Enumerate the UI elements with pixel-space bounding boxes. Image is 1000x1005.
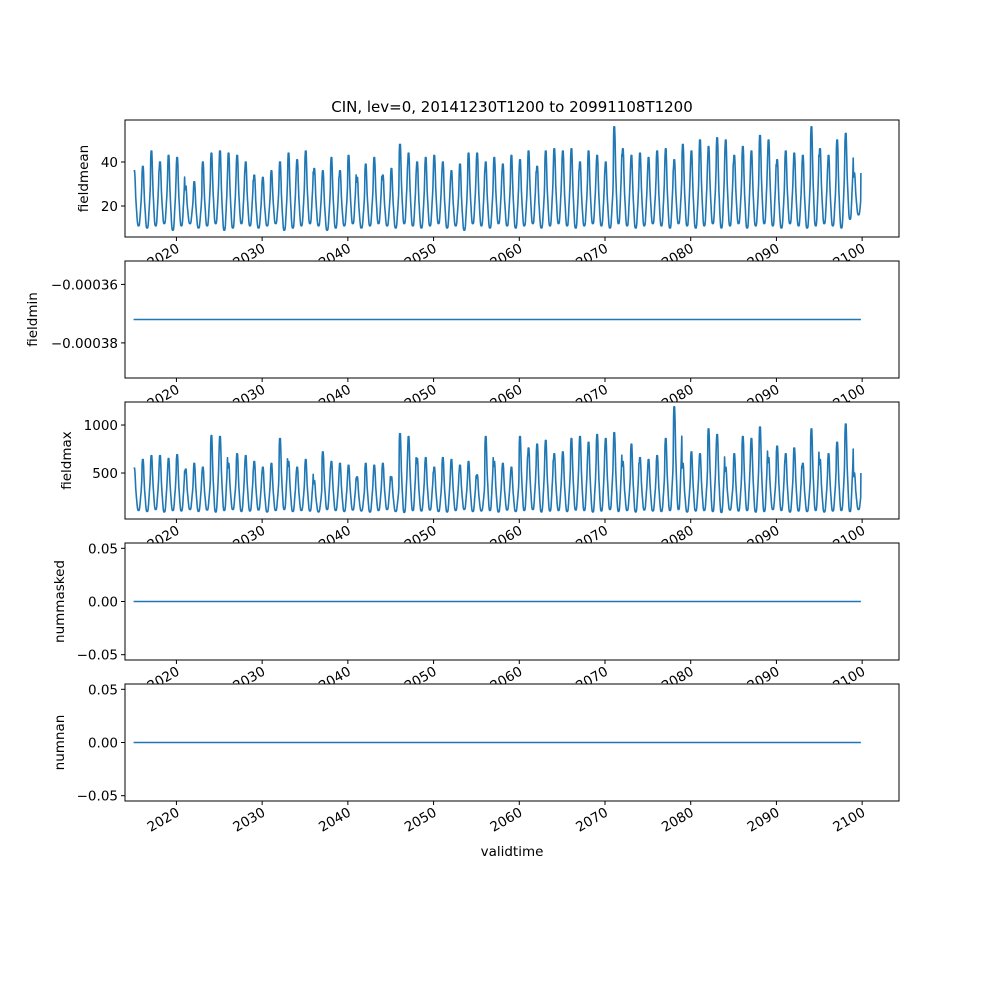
y-tick-label: 1000 xyxy=(84,418,118,434)
x-tick-label: 2040 xyxy=(316,805,354,836)
x-tick-label: 2050 xyxy=(402,805,440,836)
y-tick-label: 0.05 xyxy=(88,682,118,698)
y-axis-label: nummasked xyxy=(52,560,68,643)
y-tick-label: −0.00036 xyxy=(51,277,118,293)
x-axis-label: validtime xyxy=(481,844,544,860)
subplot-numnan: 0.05 0.00 −0.05 numnan 2020 2030 2040 2050 2060 2… xyxy=(52,682,900,836)
y-tick-label: −0.05 xyxy=(77,648,118,664)
y-tick-label: −0.00038 xyxy=(51,336,118,352)
y-tick-label: 0.00 xyxy=(88,595,118,611)
y-tick-label: 40 xyxy=(101,155,118,171)
y-tick-label: 500 xyxy=(92,466,118,482)
x-tick-label: 2100 xyxy=(830,805,868,836)
axes-background xyxy=(125,402,899,519)
y-axis-label: fieldmax xyxy=(59,431,75,490)
y-tick-label: 20 xyxy=(101,199,118,215)
y-tick-label: 0.00 xyxy=(88,736,118,752)
series-line-fieldmean xyxy=(133,126,862,231)
x-tick-label: 2060 xyxy=(488,805,526,836)
y-axis-label: fieldmin xyxy=(25,292,41,347)
y-tick-label: −0.05 xyxy=(77,789,118,805)
chart-title: CIN, lev=0, 20141230T1200 to 20991108T12… xyxy=(331,98,693,116)
axes-frame xyxy=(124,401,900,520)
axes-frame xyxy=(124,119,900,238)
series-line-fieldmax xyxy=(133,405,862,514)
x-tick-label: 2080 xyxy=(659,805,697,836)
axes-frame xyxy=(124,260,900,379)
y-tick-label: 0.05 xyxy=(88,541,118,557)
x-tick-label: 2070 xyxy=(573,805,611,836)
x-tick-label: 2090 xyxy=(745,805,783,836)
x-tick-label: 2020 xyxy=(145,805,183,836)
x-tick-label: 2030 xyxy=(230,805,268,836)
y-axis-label: fieldmean xyxy=(76,145,92,212)
y-axis-label: numnan xyxy=(52,715,68,771)
